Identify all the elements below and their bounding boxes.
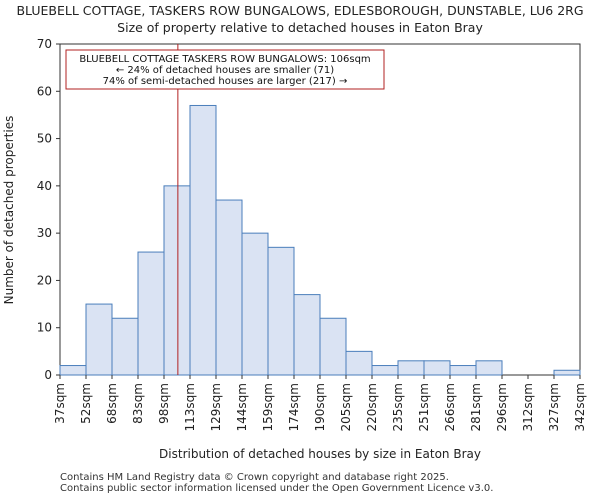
annotation-border <box>65 49 385 90</box>
x-tick-label: 281sqm <box>469 383 483 431</box>
y-tick-label: 50 <box>37 132 52 146</box>
histogram-bar <box>59 365 87 376</box>
x-tick-label: 205sqm <box>339 383 353 431</box>
annotation-line-1: BLUEBELL COTTAGE TASKERS ROW BUNGALOWS: … <box>79 54 370 65</box>
x-axis-label: Distribution of detached houses by size … <box>159 447 481 461</box>
y-tick-label: 40 <box>37 179 52 193</box>
histogram-bar <box>137 251 165 376</box>
x-tick-label: 129sqm <box>209 383 223 431</box>
annotation-box: BLUEBELL COTTAGE TASKERS ROW BUNGALOWS: … <box>65 49 385 90</box>
y-tick-label: 30 <box>37 226 52 240</box>
bars-group <box>59 104 581 376</box>
annotation-line-2: ← 24% of detached houses are smaller (71… <box>116 65 334 76</box>
x-tick-label: 327sqm <box>547 383 561 431</box>
x-tick-label: 220sqm <box>365 383 379 431</box>
histogram-bar <box>371 365 399 376</box>
histogram-bar <box>423 360 451 376</box>
annotation-line-3: 74% of semi-detached houses are larger (… <box>103 76 348 87</box>
y-axis: 0 10 20 30 40 50 60 70 <box>37 37 60 382</box>
histogram-bar <box>111 317 139 376</box>
x-tick-label: 190sqm <box>313 383 327 431</box>
y-tick-label: 20 <box>37 273 52 287</box>
x-tick-label: 312sqm <box>521 383 535 431</box>
x-tick-label: 83sqm <box>131 383 145 424</box>
histogram-bar <box>215 199 243 376</box>
histogram-bar <box>319 317 347 376</box>
x-axis: 37sqm 52sqm 68sqm 83sqm 98sqm 113sqm 129sqm 144… <box>53 375 587 431</box>
x-tick-label: 113sqm <box>183 383 197 431</box>
y-tick-label: 70 <box>37 37 52 51</box>
histogram-bar <box>267 246 295 376</box>
x-tick-label: 98sqm <box>157 383 171 424</box>
x-tick-label: 266sqm <box>443 383 457 431</box>
y-tick-label: 10 <box>37 321 52 335</box>
footer-line-1: Contains HM Land Registry data © Crown c… <box>60 472 449 483</box>
x-tick-label: 52sqm <box>79 383 93 424</box>
y-tick-label: 60 <box>37 84 52 98</box>
x-tick-label: 342sqm <box>573 383 587 431</box>
histogram-bar <box>241 232 269 376</box>
histogram-bar <box>449 365 477 376</box>
x-tick-label: 159sqm <box>261 383 275 431</box>
x-tick-label: 235sqm <box>391 383 405 431</box>
histogram-bar <box>189 104 217 376</box>
x-tick-label: 296sqm <box>495 383 509 431</box>
histogram-bar <box>163 185 191 376</box>
chart-subtitle: Size of property relative to detached ho… <box>117 20 483 35</box>
x-tick-label: 251sqm <box>417 383 431 431</box>
histogram-bar <box>345 350 373 376</box>
histogram-bar <box>475 360 503 376</box>
chart-title: BLUEBELL COTTAGE, TASKERS ROW BUNGALOWS,… <box>16 3 584 18</box>
histogram-bar <box>293 294 321 376</box>
histogram-bar <box>397 360 425 376</box>
x-tick-label: 68sqm <box>105 383 119 424</box>
x-tick-label: 174sqm <box>287 383 301 431</box>
histogram-bar <box>85 303 113 376</box>
y-tick-label: 0 <box>44 368 52 382</box>
histogram-bar <box>553 369 581 376</box>
y-axis-label: Number of detached properties <box>2 116 16 305</box>
x-tick-label: 37sqm <box>53 383 67 424</box>
x-tick-label: 144sqm <box>235 383 249 431</box>
footer-line-2: Contains public sector information licen… <box>60 483 494 494</box>
